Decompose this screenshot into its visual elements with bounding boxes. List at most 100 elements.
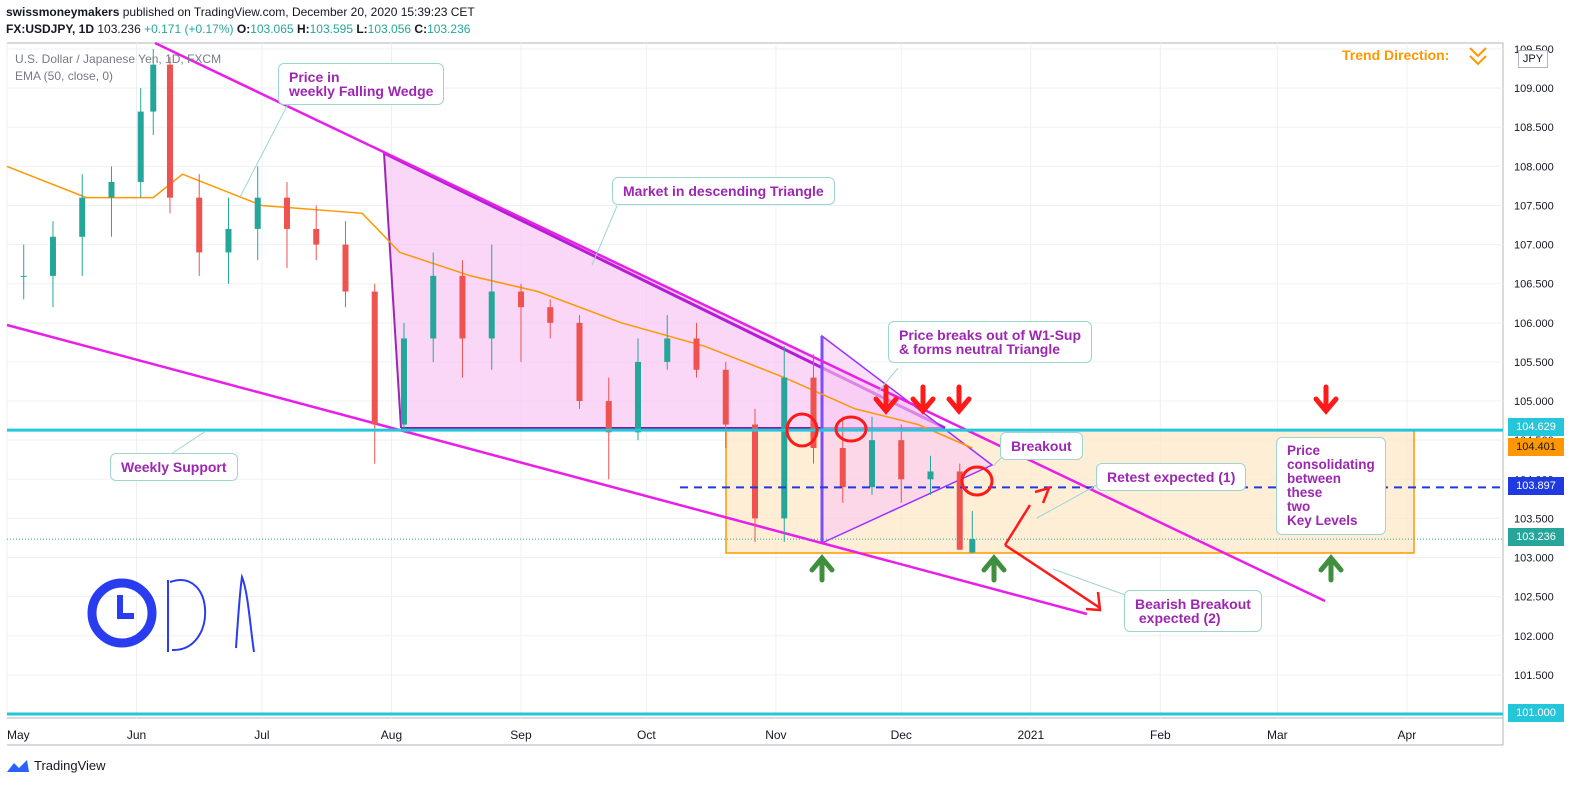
instrument-legend[interactable]: U.S. Dollar / Japanese Yen, 1D, FXCM (15, 52, 222, 66)
candle-body (342, 244, 349, 292)
breakdown-circle-2[interactable] (834, 415, 868, 443)
y-tick-label: 109.000 (1514, 83, 1554, 95)
trend-down-chevrons-icon (1469, 47, 1487, 66)
candle-body (517, 291, 524, 308)
y-tick-label: 106.000 (1514, 318, 1554, 330)
ohlc-bar: FX:USDJPY, 1D 103.236 +0.171 (+0.17%) O:… (6, 22, 470, 36)
candle-body (969, 539, 976, 553)
y-tick-label: 108.000 (1514, 161, 1554, 173)
x-tick-label: Apr (1398, 728, 1417, 742)
last-price: 103.236 (97, 22, 141, 36)
trend-direction-label: Trend Direction: (1342, 47, 1450, 63)
y-tick-label: 107.500 (1514, 200, 1554, 212)
candle-body (49, 236, 56, 276)
retest-arrow-line (1003, 504, 1032, 546)
price-change: +0.171 (+0.17%) (144, 22, 234, 36)
candle-body (722, 369, 729, 425)
candle-body (225, 228, 232, 253)
candle-body (693, 338, 700, 370)
bearish-callout-pointer (1052, 568, 1129, 597)
y-tick-label: 105.500 (1514, 357, 1554, 369)
symbol-label[interactable]: FX:USDJPY, 1D (6, 22, 95, 36)
candle-body (371, 291, 378, 425)
candle-body (752, 424, 758, 519)
note-falling-wedge[interactable]: Price in weekly Falling Wedge (278, 63, 445, 105)
candle-body (664, 338, 671, 362)
price-tag-resistance: 104.629 (1508, 418, 1564, 436)
note-descending-triangle[interactable]: Market in descending Triangle (612, 177, 835, 205)
axes: 101.000101.500102.000102.500103.000103.5… (7, 44, 1554, 742)
x-tick-label: Sep (510, 728, 532, 742)
note-bearish-breakout[interactable]: Bearish Breakout expected (2) (1124, 590, 1262, 632)
wedge-lower-line[interactable] (6, 323, 1088, 616)
open-label: O: (236, 22, 251, 36)
currency-badge[interactable]: JPY (1518, 50, 1548, 68)
annotation-marks (87, 47, 1487, 653)
candle-body (810, 377, 817, 448)
red-down-arrow (946, 384, 972, 415)
candle-body (254, 197, 261, 229)
breaks-callout-pointer (877, 367, 899, 393)
indicator-legend[interactable]: EMA (50, close, 0) (15, 69, 114, 83)
x-tick-label: Aug (381, 728, 402, 742)
candle-body (605, 401, 612, 433)
y-tick-label: 106.500 (1514, 279, 1554, 291)
red-down-arrow (873, 384, 899, 415)
candle-body (927, 471, 934, 480)
support-callout-pointer (167, 430, 207, 457)
note-breaks-out[interactable]: Price breaks out of W1-Sup & forms neutr… (888, 321, 1093, 363)
y-tick-label: 108.500 (1514, 122, 1554, 134)
candle-body (137, 111, 144, 182)
wedge-upper-line[interactable] (154, 41, 1326, 603)
x-tick-label: Mar (1267, 728, 1288, 742)
bearish-arrow-head (1085, 591, 1102, 612)
drawings (6, 41, 1415, 616)
ema-layer (6, 165, 973, 449)
candle-body (400, 338, 407, 425)
high-value: 103.595 (309, 22, 353, 36)
breakdown-circle-1[interactable] (785, 412, 819, 448)
note-breakout[interactable]: Breakout (1000, 432, 1083, 460)
y-tick-label: 102.500 (1514, 592, 1554, 604)
x-tick-label: Nov (765, 728, 786, 742)
candle-body (576, 322, 583, 402)
candle-body (20, 275, 27, 277)
candle-body (547, 307, 554, 323)
handwritten-1d-mark (167, 573, 255, 653)
x-tick-label: Jun (127, 728, 146, 742)
tradingview-brand: TradingView (34, 758, 106, 773)
breakout-circle[interactable] (960, 465, 994, 497)
candle-body (898, 440, 905, 480)
tradingview-footer[interactable]: TradingView (6, 758, 106, 773)
note-consolidating[interactable]: Price consolidating between these two Ke… (1276, 437, 1386, 535)
publisher-name[interactable]: swissmoneymakers (6, 5, 120, 19)
candle-body (79, 197, 86, 237)
y-tick-label: 103.500 (1514, 513, 1554, 525)
candle-body (166, 64, 173, 198)
note-weekly-support[interactable]: Weekly Support (110, 453, 238, 481)
retest-arrow-head (1034, 486, 1052, 504)
green-up-arrows (809, 554, 1344, 583)
descending-triangle-edge (383, 152, 402, 429)
x-tick-label: May (7, 728, 30, 742)
green-up-arrow (981, 554, 1007, 583)
candle-body (956, 471, 963, 550)
y-tick-label: 105.000 (1514, 396, 1554, 408)
wedge-callout-pointer (239, 103, 289, 198)
candle-body (313, 228, 320, 245)
retest-callout-pointer (1036, 484, 1098, 519)
candle-body (108, 182, 115, 198)
y-tick-label: 107.000 (1514, 240, 1554, 252)
candle-body (430, 275, 437, 339)
price-tag-ema: 104.401 (1508, 438, 1564, 456)
published-text: published on TradingView.com, December 2… (122, 5, 475, 19)
price-tag-bottom: 101.000 (1508, 704, 1564, 722)
ema-line (6, 165, 973, 449)
x-tick-label: Dec (891, 728, 912, 742)
x-tick-label: Feb (1150, 728, 1171, 742)
candle-body (283, 197, 290, 229)
levels (7, 428, 1503, 716)
note-retest[interactable]: Retest expected (1) (1096, 463, 1247, 491)
tradingview-logo-icon (7, 759, 29, 772)
